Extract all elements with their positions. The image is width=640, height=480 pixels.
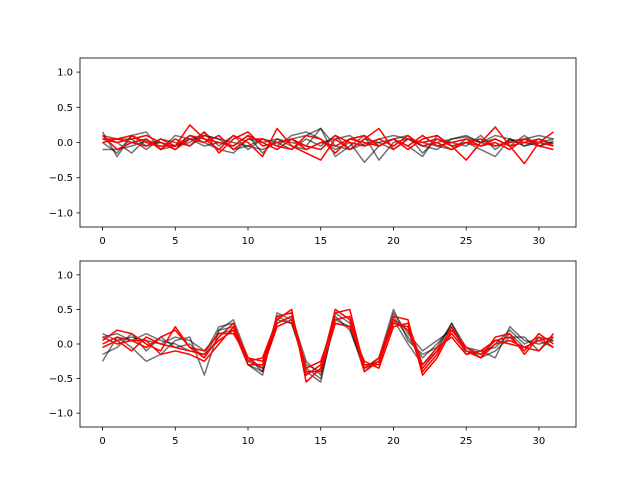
x-tick-label: 25 [460,436,473,447]
series-group [101,124,554,165]
x-tick-label: 25 [460,236,473,247]
x-tick-label: 20 [387,236,400,247]
x-tick-label: 5 [172,236,178,247]
y-tick-label: −1.0 [49,409,73,420]
x-tick-label: 30 [533,436,546,447]
x-tick-label: 30 [533,236,546,247]
x-tick-label: 0 [99,436,105,447]
y-tick-label: −0.5 [49,374,73,385]
y-tick-label: 0.0 [57,138,73,149]
series-line-red-8 [102,319,555,373]
x-tick-label: 20 [387,436,400,447]
y-tick-label: −1.0 [49,208,73,219]
y-tick-label: 0.5 [57,103,73,114]
x-tick-label: 0 [99,236,105,247]
y-tick-label: 0.0 [57,340,73,351]
subplot-1: 0 5 10 15 20 25 30 −1.0 −0.5 0.0 0.5 1.0 [49,57,577,247]
subplot-2: 0 5 10 15 20 25 30 −1.0 −0.5 0.0 0.5 1.0 [49,260,577,447]
x-tick-label: 15 [314,236,327,247]
series-group [101,308,555,383]
y-tick-label: −0.5 [49,173,73,184]
series-line-red-8 [102,134,554,151]
x-tick-label: 10 [242,436,255,447]
series-line-red-9 [102,134,554,154]
x-tick-label: 15 [314,436,327,447]
x-tick-label: 5 [172,436,178,447]
y-tick-label: 1.0 [57,270,73,281]
x-tick-label: 10 [242,236,255,247]
series-line-red-7 [102,312,554,369]
y-tick-label: 0.5 [57,305,73,316]
y-tick-label: 1.0 [57,68,73,79]
